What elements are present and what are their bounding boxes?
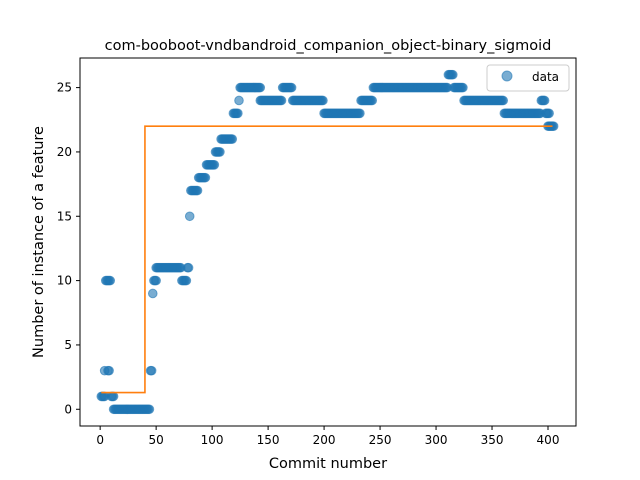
data-point — [318, 95, 328, 106]
data-point — [209, 160, 220, 170]
data-point — [144, 404, 155, 415]
data-point — [539, 95, 550, 106]
y-tick-label: 20 — [57, 145, 72, 159]
data-point — [104, 365, 114, 376]
y-tick-label: 10 — [57, 274, 72, 288]
data-point — [215, 147, 225, 157]
legend: data — [486, 64, 570, 92]
data-point — [184, 211, 195, 222]
data-points — [96, 69, 559, 415]
fit-layer — [101, 125, 553, 394]
data-point — [200, 172, 211, 183]
y-tick-label: 0 — [64, 402, 72, 416]
y-axis-label: Number of instance of a feature — [31, 126, 47, 358]
x-tick-label: 200 — [313, 433, 336, 447]
axes-frame — [79, 57, 577, 427]
x-tick-label: 0 — [96, 433, 104, 447]
data-point — [233, 108, 243, 119]
x-tick-label: 250 — [369, 433, 392, 447]
x-tick-label: 400 — [537, 433, 560, 447]
y-axis: 0 5 10 15 20 25 — [57, 81, 80, 416]
chart-title: com-booboot-vndbandroid_companion_object… — [105, 38, 552, 54]
data-point — [498, 95, 509, 106]
x-tick-label: 350 — [481, 433, 504, 447]
plot-area — [79, 57, 577, 427]
y-tick-label: 15 — [57, 209, 72, 223]
data-point — [448, 69, 458, 80]
data-point — [234, 95, 244, 106]
data-point — [355, 108, 365, 119]
data-point — [544, 108, 554, 119]
x-axis: 0 50 100 150 200 250 300 350 400 — [96, 426, 559, 447]
data-point — [105, 275, 116, 286]
data-point — [255, 82, 266, 93]
data-point — [146, 365, 157, 376]
data-point — [183, 262, 194, 273]
x-tick-label: 50 — [148, 433, 163, 447]
data-point — [192, 185, 203, 196]
data-point — [367, 95, 378, 106]
y-tick-label: 25 — [57, 81, 72, 95]
data-point — [181, 275, 192, 286]
data-point — [458, 82, 468, 93]
data-point — [286, 82, 297, 93]
data-point — [147, 288, 158, 299]
y-tick-label: 5 — [64, 338, 72, 352]
data-point — [276, 95, 287, 106]
legend-marker — [501, 70, 513, 82]
x-tick-label: 150 — [257, 433, 280, 447]
x-tick-label: 100 — [201, 433, 224, 447]
data-point — [227, 134, 238, 144]
legend-label: data — [532, 70, 559, 84]
x-axis-label: Commit number — [269, 456, 387, 472]
data-point — [151, 275, 161, 286]
data-point — [108, 391, 119, 402]
x-tick-label: 300 — [425, 433, 448, 447]
fit-line — [101, 125, 553, 394]
